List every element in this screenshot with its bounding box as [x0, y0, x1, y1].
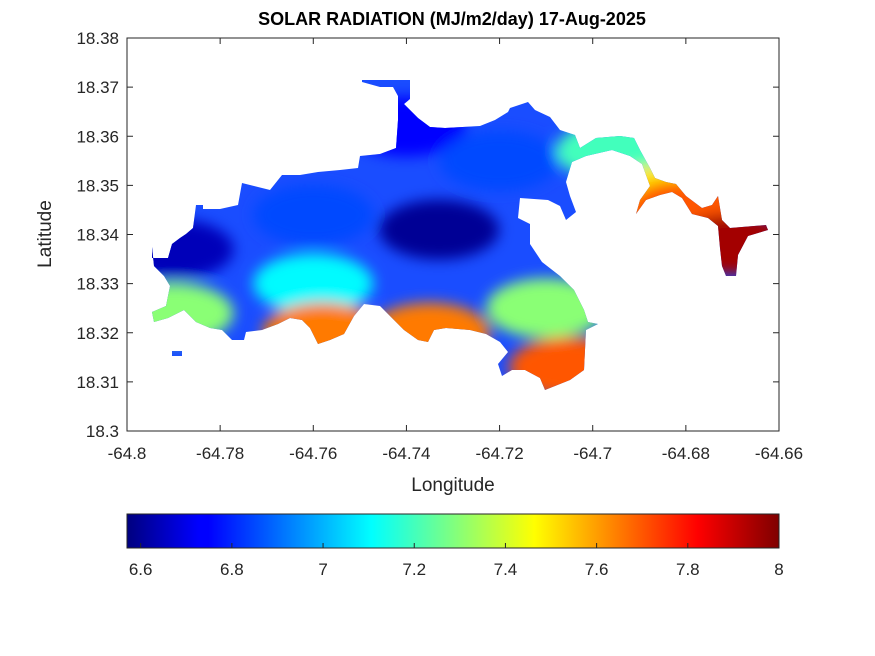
region-4 [439, 130, 560, 191]
colorbar-tick-label: 7.2 [402, 560, 426, 579]
colorbar-tick-label: 6.8 [220, 560, 244, 579]
x-tick-label: -64.7 [573, 444, 612, 463]
x-tick-label: -64.76 [289, 444, 337, 463]
y-axis-label: Latitude [35, 200, 56, 268]
y-tick-label: 18.34 [76, 226, 119, 245]
y-tick-label: 18.38 [76, 29, 119, 48]
colorbar-tick-label: 8 [774, 560, 783, 579]
y-tick-label: 18.3 [86, 422, 119, 441]
colorbar-ticks: 6.6 6.8 7 7.2 7.4 7.6 7.8 8 [129, 543, 784, 579]
region-5 [253, 253, 374, 314]
y-tick-label: 18.31 [76, 373, 119, 392]
axes-box [126, 37, 780, 432]
region-2 [253, 184, 374, 245]
x-tick-label: -64.72 [475, 444, 523, 463]
colorbar-tick-label: 7.4 [494, 560, 518, 579]
x-tick-label: -64.74 [382, 444, 430, 463]
x-axis-label: Longitude [411, 475, 494, 496]
y-ticks: 18.3 18.31 18.32 18.33 18.34 18.35 18.36 18.37 1… [76, 29, 779, 441]
colorbar-tick-label: 7 [318, 560, 327, 579]
y-tick-label: 18.33 [76, 275, 119, 294]
chart-title: SOLAR RADIATION (MJ/m2/day) 17-Aug-2025 [258, 9, 646, 29]
x-tick-label: -64.66 [755, 444, 803, 463]
colorbar [126, 513, 780, 549]
region-0 [379, 199, 500, 260]
x-tick-label: -64.8 [108, 444, 147, 463]
colorbar-tick-label: 6.6 [129, 560, 153, 579]
colorbar-tick-label: 7.8 [676, 560, 700, 579]
y-tick-label: 18.37 [76, 78, 119, 97]
x-ticks: -64.8 -64.78 -64.76 -64.74 -64.72 -64.7 -64.68… [108, 38, 803, 463]
y-tick-label: 18.35 [76, 176, 119, 195]
x-tick-label: -64.78 [196, 444, 244, 463]
region-1 [152, 219, 234, 280]
y-tick-label: 18.32 [76, 324, 119, 343]
y-tick-label: 18.36 [76, 127, 119, 146]
colorbar-tick-label: 7.6 [585, 560, 609, 579]
x-tick-label: -64.68 [662, 444, 710, 463]
